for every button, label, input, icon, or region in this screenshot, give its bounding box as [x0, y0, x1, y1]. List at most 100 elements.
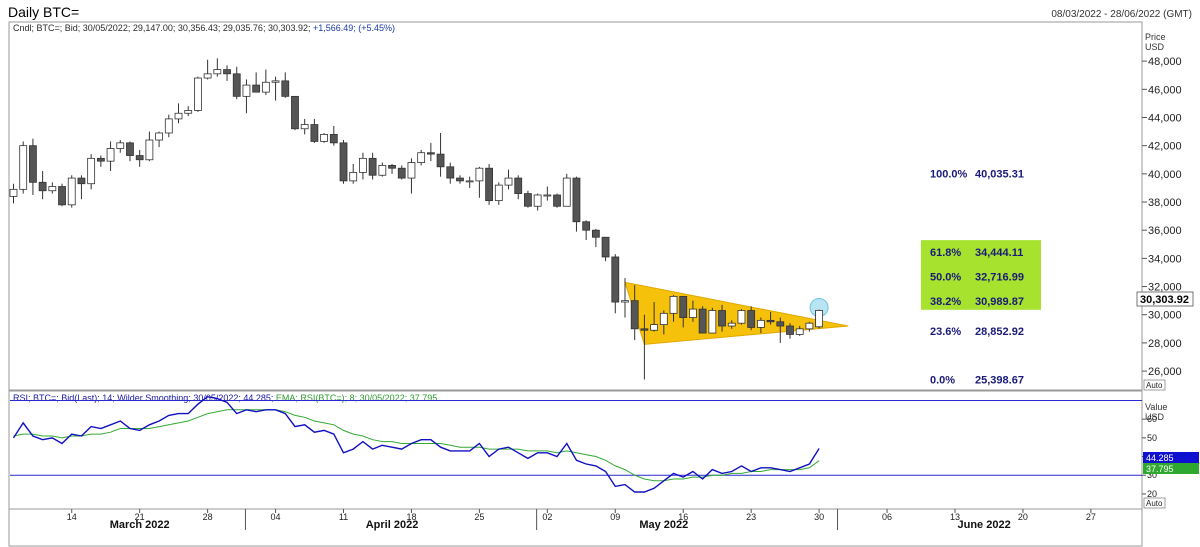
rsi-auto-label: Auto [1146, 499, 1163, 508]
candle-up [155, 131, 163, 148]
date-tick-label: 23 [746, 512, 756, 522]
candle-body [310, 124, 319, 142]
candle-up [543, 186, 552, 201]
candle-up [184, 106, 193, 117]
month-label: May 2022 [639, 519, 688, 531]
price-auto-button[interactable] [1143, 379, 1166, 391]
date-axis-ticks: 14 21 28 04 11 18 25 02 09 16 23 30 06 13 20 27 March 20… [67, 509, 1096, 531]
rsi-auto-button[interactable] [1143, 497, 1166, 509]
candle-up [533, 193, 542, 211]
candle-body [48, 186, 57, 192]
month-label: April 2022 [366, 519, 419, 531]
rsi-bands [10, 399, 1142, 476]
candle-body [29, 145, 37, 183]
candle-up [19, 141, 28, 194]
candle-body [281, 80, 290, 97]
candle-down [339, 140, 348, 184]
date-range-label: 08/03/2022 - 28/06/2022 (GMT) [1051, 9, 1192, 20]
rsi-tick-label: 30 [1147, 470, 1157, 480]
candle-body [77, 177, 86, 185]
candle-up [708, 307, 717, 334]
date-tick-label: 18 [406, 512, 416, 522]
rsi-line [12, 395, 820, 493]
candle-down [698, 306, 707, 334]
price-tick-label: 40,000 [1148, 169, 1182, 181]
candle-down [553, 193, 561, 208]
candle-body [659, 312, 668, 325]
fib-pct-label: 0.0% [930, 375, 955, 387]
fib-pct-label: 23.6% [930, 326, 961, 338]
candle-body [601, 236, 610, 258]
rsi-tick-label: 60 [1147, 414, 1157, 424]
date-axis-frame [8, 508, 1143, 547]
candle-body [96, 157, 105, 162]
candle-down [436, 132, 445, 177]
candle-body [436, 153, 445, 168]
candle-body [718, 310, 726, 327]
highlight-layer [809, 298, 829, 329]
rsi-axis-unit: USD [1145, 412, 1165, 422]
date-tick-label: 27 [1086, 512, 1096, 522]
rsi-axis-title: Value [1145, 402, 1167, 412]
candle-body [553, 194, 561, 207]
candle-up [164, 114, 173, 138]
price-axis-unit: USD [1145, 42, 1165, 52]
candle-up [465, 176, 474, 188]
candle-body [756, 319, 765, 328]
price-tick-label: 34,000 [1148, 253, 1182, 265]
date-tick-label: 02 [542, 512, 552, 522]
candle-down [446, 162, 455, 184]
candle-body [261, 81, 270, 93]
candle-down [397, 165, 406, 180]
fib-pct-label: 61.8% [930, 247, 961, 259]
fib-value-label: 40,035.31 [975, 168, 1024, 180]
candle-body [805, 322, 814, 330]
date-tick-label: 25 [474, 512, 484, 522]
candle-down [368, 152, 377, 180]
candle-up [650, 302, 658, 332]
candle-body [630, 300, 639, 330]
candle-up [349, 163, 358, 184]
candle-up [727, 320, 736, 329]
candle-down [96, 155, 105, 167]
candle-body [213, 69, 222, 75]
fib-value-label: 34,444.11 [975, 247, 1023, 259]
rsi-legend: RSI; BTC=; Bid(Last); 14; Wilder Smoothi… [13, 393, 437, 403]
candle-body [223, 69, 231, 75]
rsi-lines-layer [12, 395, 820, 493]
candle-body [38, 181, 47, 192]
candle-down [485, 163, 493, 205]
candle-body [164, 118, 173, 134]
candle-down [514, 175, 523, 200]
candle-body [388, 164, 396, 169]
candle-body [708, 310, 717, 334]
candle-body [135, 155, 144, 161]
candle-body [533, 194, 542, 207]
fib-pct-label: 50.0% [930, 271, 961, 283]
candle-body [737, 310, 746, 324]
candle-down [640, 314, 649, 380]
candle-down [38, 171, 47, 200]
date-tick-label: 04 [271, 512, 281, 522]
price-tick-label: 32,000 [1148, 282, 1182, 294]
candle-down [591, 228, 600, 248]
candle-down [679, 296, 688, 328]
candle-up [106, 141, 115, 172]
price-tick-label: 26,000 [1148, 366, 1182, 378]
ema-value-tag [1143, 463, 1199, 474]
last-price-tag [1136, 291, 1194, 307]
candle-body [184, 110, 193, 114]
date-tick-label: 14 [67, 512, 77, 522]
candle-down [388, 163, 396, 174]
candle-body [786, 325, 794, 335]
fib-highlight-box [921, 240, 1041, 310]
rsi-tick-label: 20 [1147, 489, 1157, 499]
chart-title: Daily BTC= [8, 4, 79, 20]
price-tick-label: 44,000 [1148, 112, 1182, 124]
candle-up [378, 162, 387, 177]
candle-up [242, 79, 251, 114]
candle-body [689, 308, 697, 318]
candle-down [572, 176, 581, 232]
price-tick-label: 38,000 [1148, 197, 1182, 209]
